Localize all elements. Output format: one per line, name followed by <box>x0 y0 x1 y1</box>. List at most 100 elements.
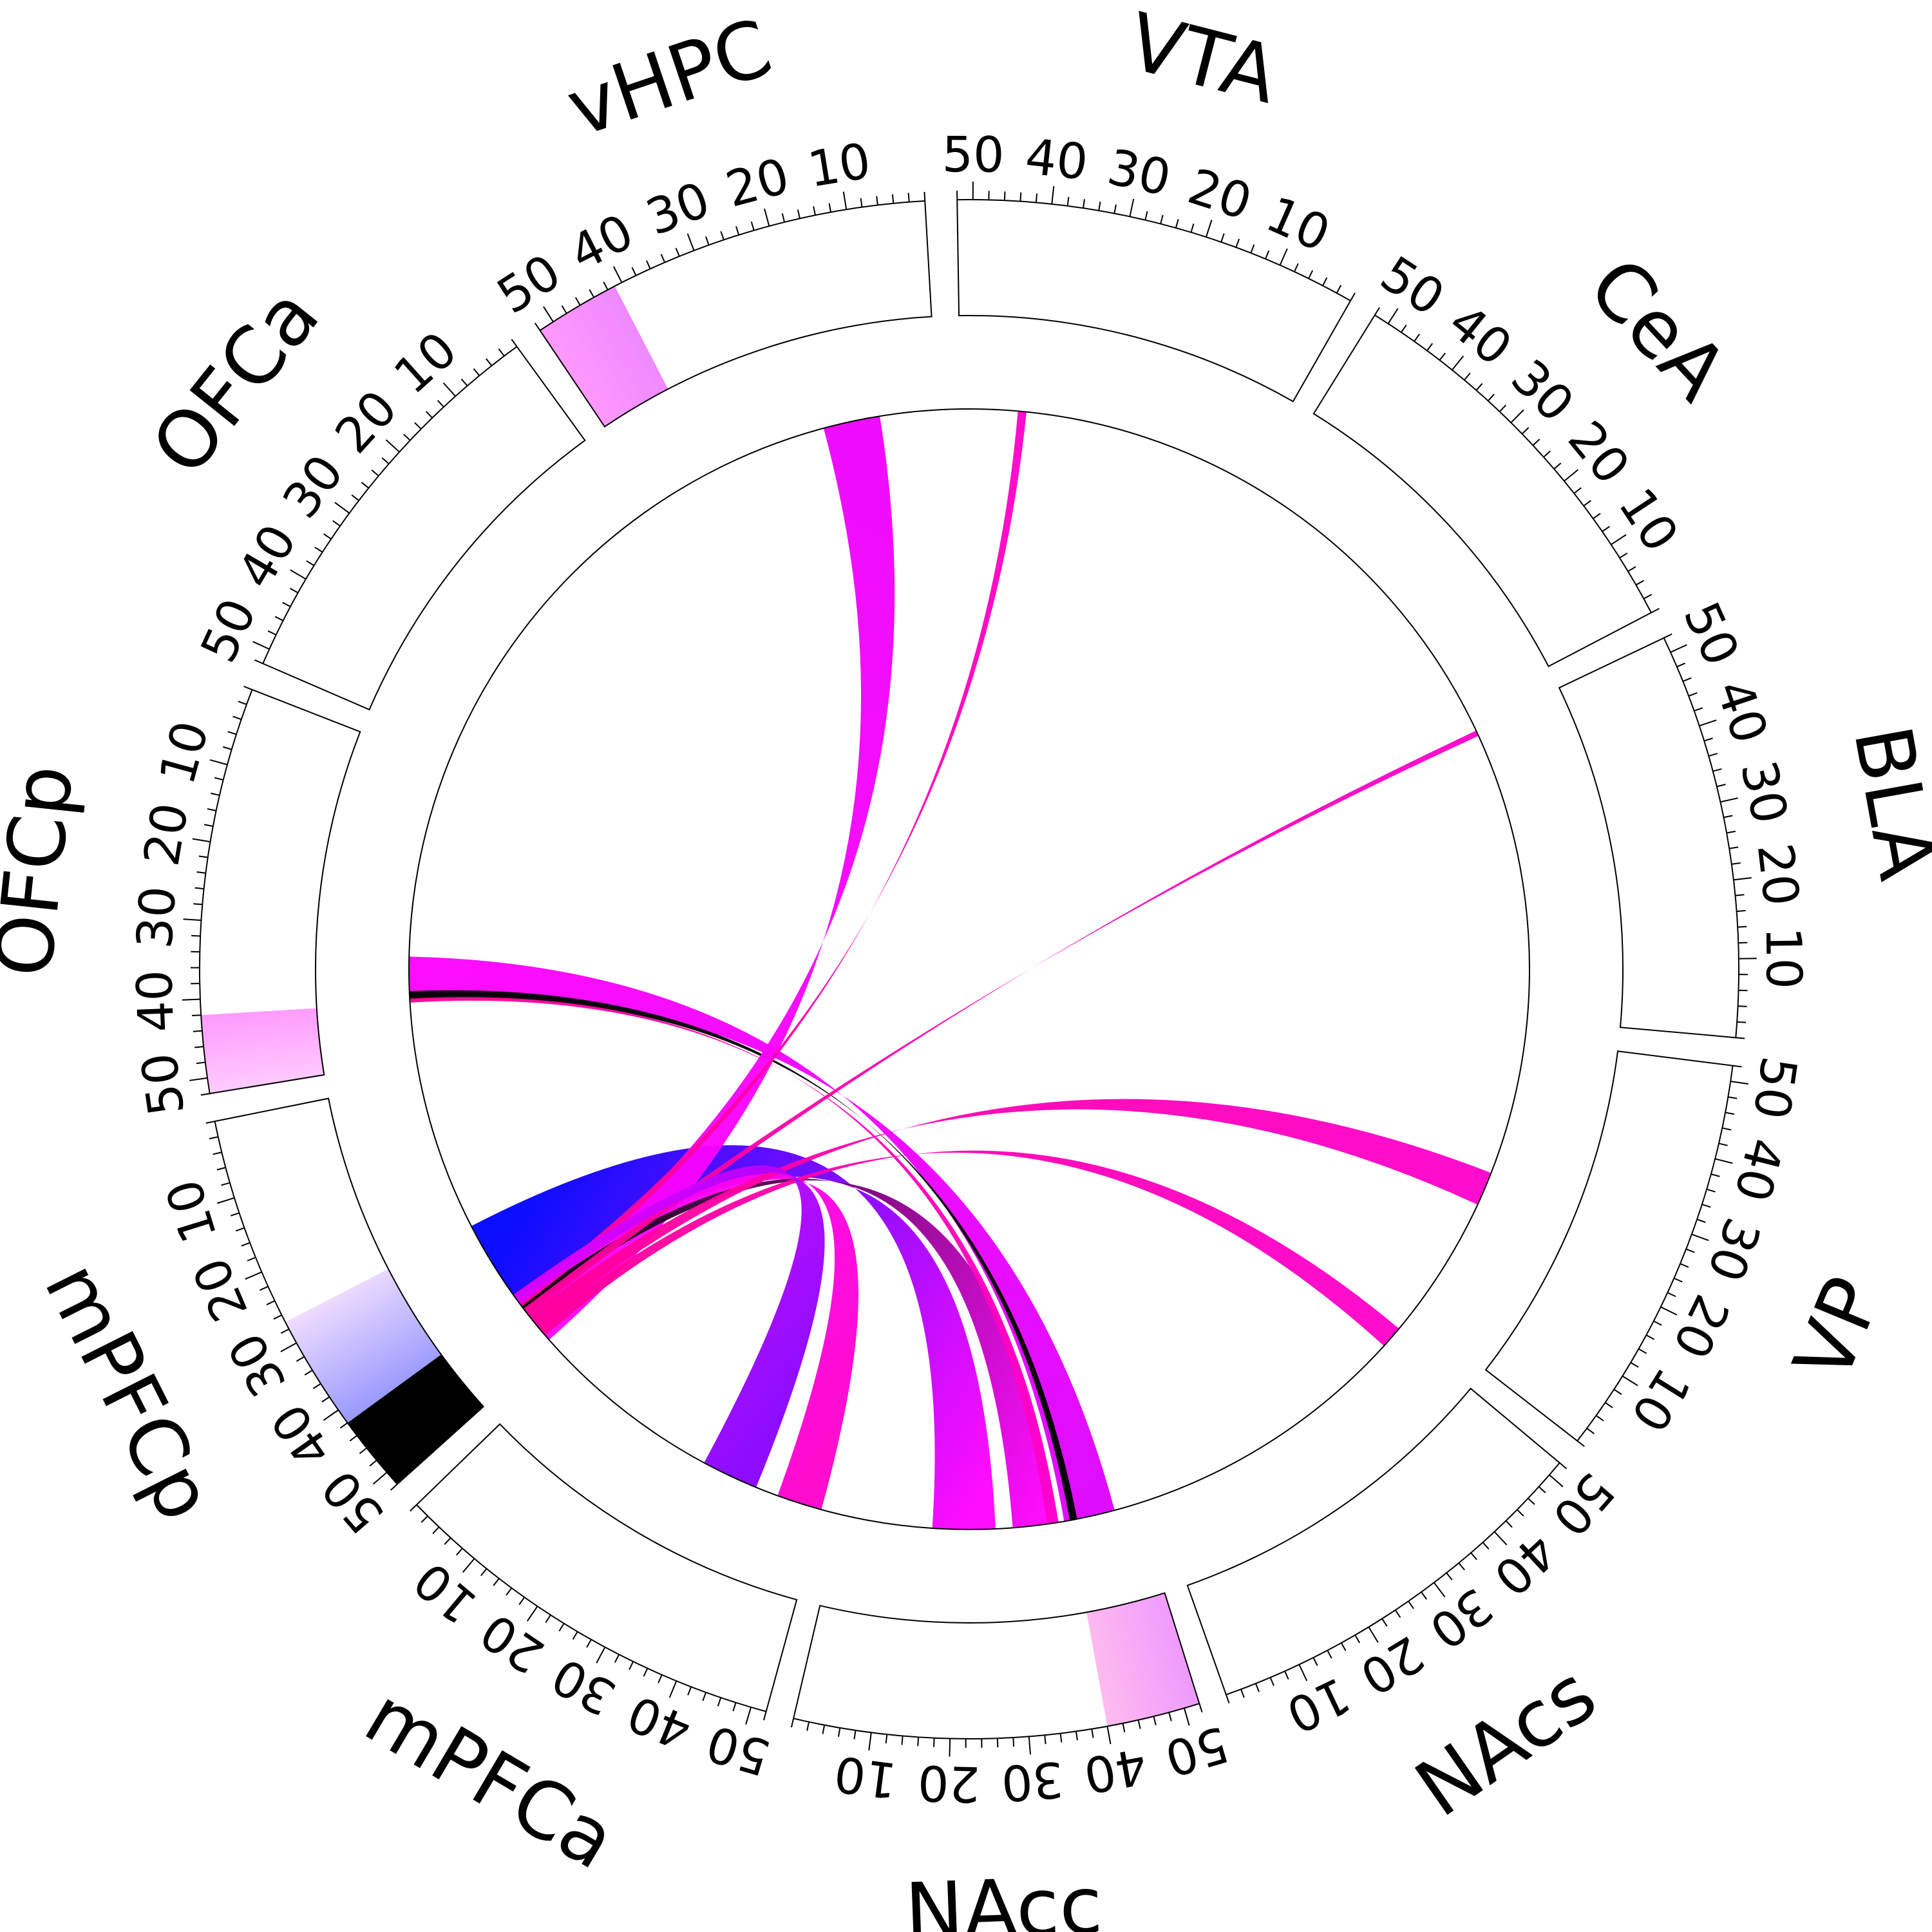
tick-mark <box>209 1136 218 1140</box>
tick-mark <box>1279 248 1288 266</box>
tick-mark <box>735 226 740 236</box>
tick-mark <box>1685 1248 1695 1253</box>
tick-mark <box>1627 566 1636 573</box>
tick-mark <box>252 641 270 650</box>
tick-mark <box>1381 1618 1388 1627</box>
tick-label: 20 <box>133 799 200 869</box>
tick-mark <box>1322 277 1328 286</box>
tick-mark <box>1122 1723 1126 1732</box>
tick-mark <box>1225 1694 1230 1703</box>
tick-label: 50 <box>700 1714 776 1787</box>
tick-mark <box>732 1702 737 1712</box>
sector-fill-mpfcp-3 <box>285 1269 442 1423</box>
tick-mark <box>1728 1096 1738 1099</box>
tick-mark <box>1663 633 1672 639</box>
tick-mark <box>1439 352 1446 361</box>
tick-mark <box>687 233 695 251</box>
tick-mark <box>223 746 232 750</box>
tick-mark <box>1446 1572 1453 1581</box>
tick-mark <box>213 1151 222 1155</box>
tick-label: 40 <box>1705 673 1779 750</box>
tick-mark <box>196 871 206 874</box>
tick-mark <box>200 1093 210 1096</box>
tick-mark <box>631 267 637 276</box>
tick-mark <box>1725 1112 1735 1115</box>
tick-mark <box>813 206 816 216</box>
tick-mark <box>1475 383 1483 391</box>
tick-mark <box>1674 1277 1683 1283</box>
tick-mark <box>545 1615 551 1624</box>
tick-mark <box>456 1548 463 1556</box>
tick-mark <box>1517 1509 1524 1517</box>
tick-mark <box>1075 1731 1078 1741</box>
tick-mark <box>214 777 223 781</box>
tick-mark <box>717 1697 722 1707</box>
tick-mark <box>480 1568 488 1577</box>
tick-mark <box>372 1472 388 1485</box>
tick-mark <box>1160 214 1164 224</box>
tick-label: 40 <box>1079 1737 1151 1804</box>
tick-mark <box>1676 662 1686 668</box>
tick-mark <box>763 1711 767 1721</box>
tick-mark <box>1082 199 1086 209</box>
tick-mark <box>561 305 567 314</box>
tick-mark <box>1538 1486 1546 1493</box>
tick-mark <box>290 569 307 580</box>
tick-mark <box>1106 1726 1112 1745</box>
tick-label: 10 <box>1278 1666 1359 1745</box>
tick-mark <box>1482 1542 1490 1550</box>
tick-mark <box>254 659 263 665</box>
tick-mark <box>1577 1440 1585 1447</box>
tick-mark <box>1680 1263 1689 1268</box>
tick-mark <box>323 1409 339 1421</box>
tick-mark <box>349 1435 357 1442</box>
tick-mark <box>1699 719 1717 726</box>
sector-fill-mpfcp-2 <box>347 1354 484 1484</box>
tick-mark <box>221 1182 231 1186</box>
tick-mark <box>1595 1415 1604 1421</box>
tick-label: 10 <box>1607 478 1690 562</box>
tick-mark <box>192 838 211 843</box>
sector-fill-vhpc-0 <box>540 286 668 427</box>
tick-mark <box>1312 1657 1318 1666</box>
tick-label: 40 <box>227 515 308 597</box>
tick-mark <box>321 1396 330 1403</box>
tick-mark <box>1433 1582 1446 1598</box>
tick-mark <box>658 1674 663 1683</box>
tick-mark <box>1368 1626 1379 1643</box>
tick-mark <box>196 1061 205 1065</box>
tick-mark <box>543 306 554 323</box>
tick-label: 50 <box>130 1050 196 1119</box>
tick-label: 20 <box>470 1602 554 1685</box>
tick-mark <box>534 322 541 331</box>
sector-label-vp: VP <box>1776 1265 1899 1393</box>
tick-mark <box>290 587 299 594</box>
tick-mark <box>842 191 848 210</box>
tick-label: 50 <box>1541 1463 1625 1547</box>
tick-mark <box>1708 753 1718 757</box>
tick-mark <box>216 1197 235 1204</box>
tick-mark <box>1723 815 1733 819</box>
sector-label-vhpc: vHPC <box>556 2 782 155</box>
tick-mark <box>266 1300 276 1305</box>
tick-mark <box>1604 1402 1613 1408</box>
tick-mark <box>235 1227 245 1232</box>
tick-label: 20 <box>720 147 795 218</box>
tick-mark <box>207 808 216 811</box>
tick-mark <box>1144 211 1148 220</box>
tick-mark <box>1308 270 1314 279</box>
tick-mark <box>868 1732 872 1751</box>
tick-mark <box>1710 1173 1720 1177</box>
tick-mark <box>853 1730 857 1739</box>
tick-label: 40 <box>260 1394 343 1477</box>
tick-mark <box>444 1537 451 1545</box>
tick-mark <box>1619 552 1628 559</box>
tick-mark <box>1718 1142 1728 1146</box>
tick-mark <box>1205 220 1213 238</box>
tick-label: 20 <box>1350 1625 1434 1706</box>
tick-label: 30 <box>126 884 187 950</box>
sector-label-ofcp: OFCp <box>0 761 91 981</box>
tick-label: 30 <box>1419 1577 1504 1660</box>
tick-mark <box>764 208 770 227</box>
